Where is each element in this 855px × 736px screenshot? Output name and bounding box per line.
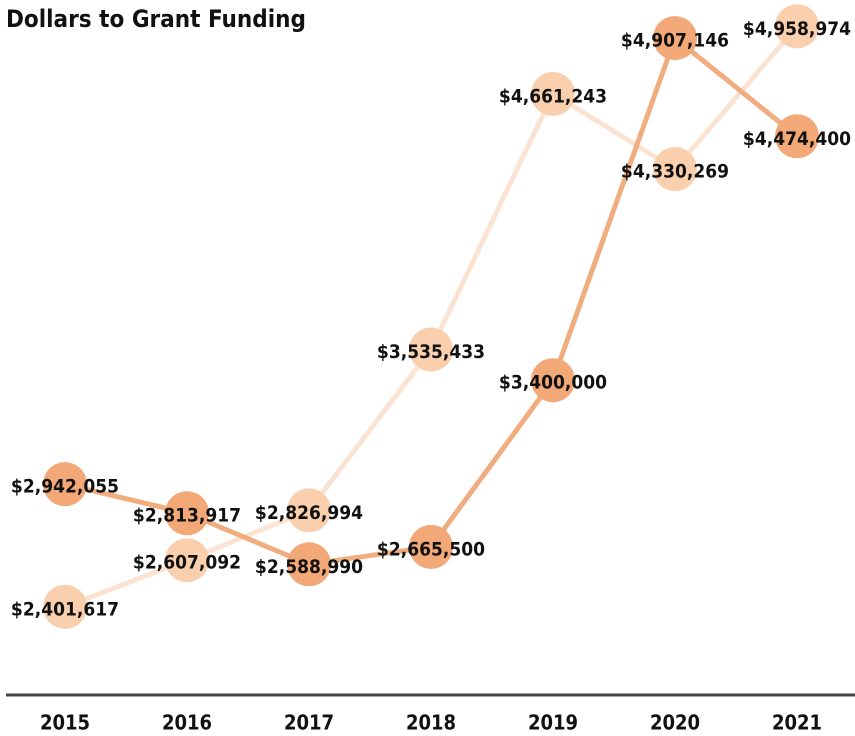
data-label: $2,942,055	[11, 476, 119, 498]
x-tick-label: 2017	[284, 711, 334, 735]
x-tick-label: 2021	[772, 711, 822, 735]
point-marker	[409, 327, 453, 372]
data-label: $2,826,994	[255, 502, 363, 524]
x-tick-label: 2019	[528, 711, 578, 735]
point-marker	[43, 462, 87, 507]
data-label: $2,607,092	[133, 552, 241, 574]
x-tick-label: 2020	[650, 711, 700, 735]
x-tick-label: 2016	[162, 711, 212, 735]
data-label: $4,907,146	[621, 30, 729, 52]
data-label: $4,474,400	[743, 128, 851, 150]
point-marker	[165, 538, 209, 583]
point-marker	[775, 114, 819, 159]
data-label: $2,588,990	[255, 556, 363, 578]
data-label: $4,330,269	[621, 161, 729, 183]
point-marker	[165, 491, 209, 536]
data-label: $3,535,433	[377, 341, 485, 363]
chart-title: Dollars to Grant Funding	[6, 5, 306, 33]
point-marker	[653, 16, 697, 61]
x-tick-label: 2015	[40, 711, 90, 735]
data-label: $4,661,243	[499, 85, 607, 107]
data-label: $2,665,500	[377, 538, 485, 560]
data-label: $4,958,974	[743, 18, 851, 40]
data-label: $3,400,000	[499, 372, 607, 394]
point-marker	[531, 71, 575, 116]
point-marker	[287, 542, 331, 587]
data-label: $2,813,917	[133, 505, 241, 527]
point-marker	[775, 4, 819, 49]
point-marker	[43, 584, 87, 629]
data-label: $2,401,617	[11, 598, 119, 620]
series-line	[64, 35, 799, 567]
point-marker	[409, 524, 453, 569]
point-marker	[531, 358, 575, 403]
point-marker	[287, 488, 331, 533]
x-tick-label: 2018	[406, 711, 456, 735]
point-marker	[653, 147, 697, 192]
